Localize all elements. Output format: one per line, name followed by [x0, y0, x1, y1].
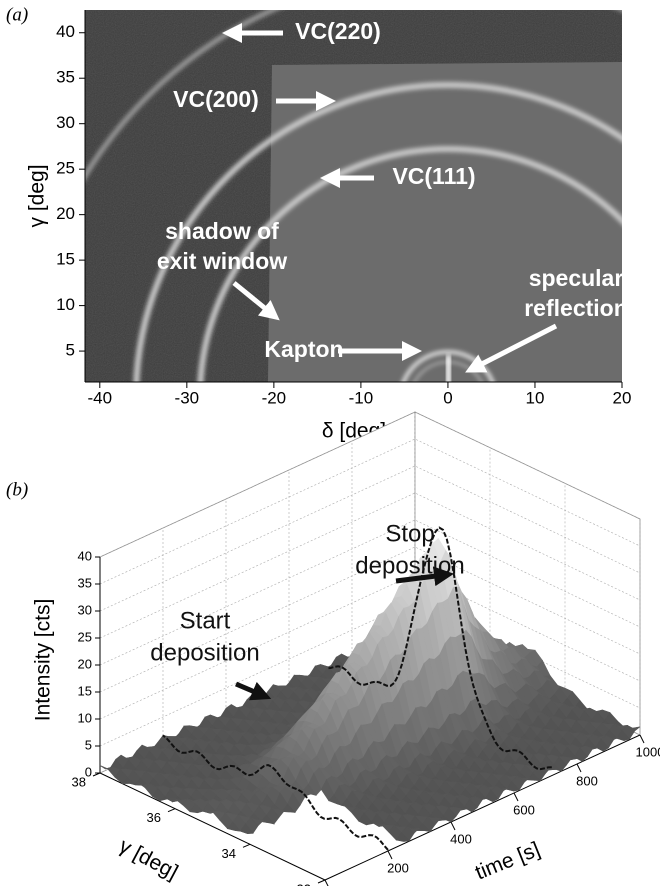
y-tick-label: 38	[72, 774, 86, 789]
annotation-arrow	[232, 281, 280, 321]
x-axis-label: time [s]	[472, 838, 543, 885]
y-tick	[317, 879, 326, 884]
y-axis-label: γ [deg]	[26, 164, 49, 227]
z-axis-label: Intensity [cts]	[32, 599, 55, 722]
annotation: deposition	[355, 552, 464, 579]
z-tick-label: 5	[85, 737, 92, 752]
y-tick	[242, 843, 251, 848]
panel-b: (b) Intensity [cts] γ [deg] time [s] 0 5 1…	[6, 411, 660, 886]
x-tick	[387, 850, 393, 860]
y-tick-label: 34	[222, 846, 236, 861]
grid-line	[99, 600, 641, 747]
grid-line	[99, 411, 641, 558]
annotation-arrow	[465, 323, 558, 373]
annotation: VC(111)	[392, 163, 475, 189]
x-tick-label: -10	[349, 388, 374, 407]
x-tick	[639, 734, 645, 744]
z-tick-label: 0	[85, 764, 92, 779]
exit-window	[268, 62, 622, 382]
annotation: Kapton	[264, 336, 343, 362]
x-tick-label: 400	[450, 831, 472, 846]
surface-patch	[234, 830, 248, 834]
x-tick	[576, 763, 582, 773]
annotation: VC(220)	[295, 18, 381, 44]
annotation: Stop	[385, 520, 434, 547]
cross-section	[162, 734, 389, 851]
z-tick-label: 15	[78, 683, 92, 698]
annotation: deposition	[150, 639, 259, 666]
x-tick-label: -40	[88, 388, 113, 407]
annotation-arrow	[235, 681, 272, 701]
z-tick-label: 20	[78, 656, 92, 671]
panel-a: (a) γ [deg] δ [deg] -40 -30 -20 -10 0 10 20510…	[6, 4, 632, 442]
y-tick-label: 35	[56, 68, 75, 87]
y-tick-label: 40	[56, 22, 75, 41]
y-tick-label: 30	[56, 113, 75, 132]
panel-label: (b)	[6, 479, 28, 500]
panel-label: (a)	[6, 4, 28, 25]
y-tick	[167, 808, 176, 813]
z-tick-label: 25	[78, 629, 92, 644]
specular-spot	[446, 355, 451, 382]
x-tick-label: 800	[576, 773, 598, 788]
surface-patch	[395, 832, 410, 842]
x-tick-label: -20	[262, 388, 287, 407]
z-tick-label: 35	[78, 575, 92, 590]
annotation: reflection	[524, 295, 628, 321]
z-tick-label: 40	[78, 548, 92, 563]
x-tick-label: 10	[526, 388, 545, 407]
y-tick-label: 15	[56, 250, 75, 269]
annotation-arrow	[395, 566, 454, 587]
axis-line	[324, 734, 641, 881]
surface	[99, 538, 641, 842]
x-tick	[513, 792, 519, 802]
x-tick	[324, 879, 329, 886]
y-axis-label: γ [deg]	[115, 834, 181, 884]
cross-section	[326, 526, 552, 771]
annotation: shadow of	[165, 218, 279, 244]
x-tick-label: 200	[387, 860, 409, 875]
y-tick-label: 20	[56, 204, 75, 223]
y-tick-label: 5	[66, 341, 75, 360]
y-tick-label: 25	[56, 159, 75, 178]
grid-line	[99, 492, 641, 639]
y-tick	[92, 772, 101, 777]
annotation: exit window	[157, 248, 287, 274]
y-tick-label: 32	[297, 881, 311, 886]
x-tick-label: 20	[613, 388, 632, 407]
x-tick-label: 1000	[636, 744, 660, 759]
annotation: Start	[180, 607, 231, 634]
annotation: VC(200)	[173, 86, 259, 112]
axis-line	[99, 772, 326, 881]
z-tick-label: 30	[78, 602, 92, 617]
x-tick	[450, 821, 456, 831]
x-tick-label: -30	[175, 388, 200, 407]
x-tick-label: 0	[443, 388, 452, 407]
y-tick-label: 10	[56, 295, 75, 314]
detector-image	[85, 10, 622, 382]
x-tick-label: 600	[513, 802, 535, 817]
y-tick-label: 36	[147, 810, 161, 825]
annotation: specular	[529, 265, 624, 291]
z-tick-label: 10	[78, 710, 92, 725]
